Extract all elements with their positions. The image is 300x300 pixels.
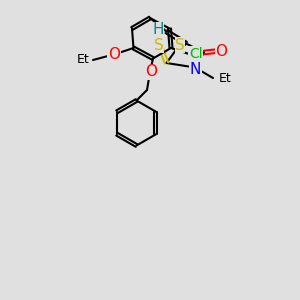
Text: S: S <box>154 38 164 52</box>
Text: O: O <box>108 46 120 62</box>
Text: Et: Et <box>77 53 89 66</box>
Text: H: H <box>152 22 164 38</box>
Text: Cl: Cl <box>189 47 202 61</box>
Text: O: O <box>215 44 227 59</box>
Text: N: N <box>190 61 201 76</box>
Text: O: O <box>146 64 158 80</box>
Text: Et: Et <box>218 72 231 85</box>
Text: S: S <box>175 38 185 52</box>
